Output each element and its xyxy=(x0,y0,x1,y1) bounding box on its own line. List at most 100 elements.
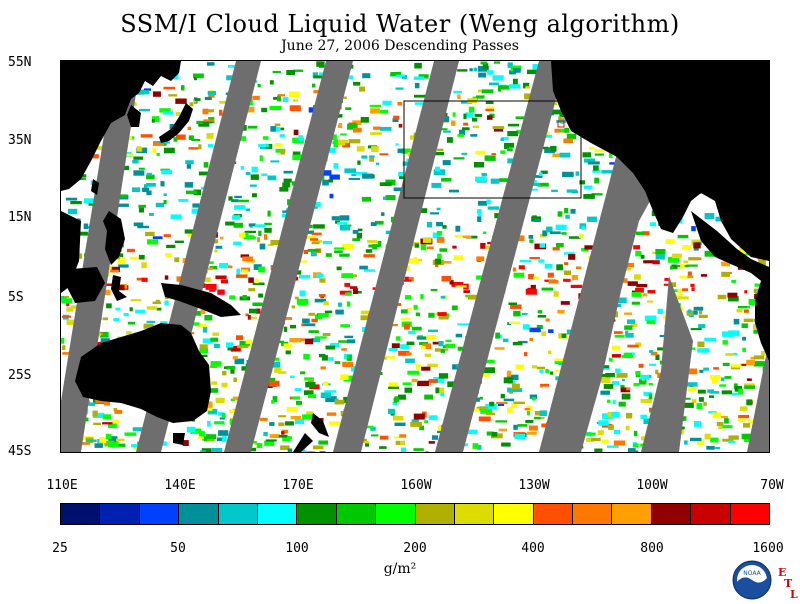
cloud-pixel xyxy=(405,388,413,393)
cloud-pixel xyxy=(340,324,350,327)
cloud-pixel xyxy=(474,68,477,71)
cloud-pixel xyxy=(529,239,533,243)
cloud-pixel xyxy=(437,254,441,259)
cloud-pixel xyxy=(84,224,89,230)
cloud-pixel xyxy=(408,331,415,334)
cloud-pixel xyxy=(133,170,144,175)
cloud-pixel xyxy=(284,179,292,183)
cloud-pixel xyxy=(543,147,549,149)
cloud-pixel xyxy=(137,146,142,151)
cloud-pixel xyxy=(110,270,120,273)
cloud-pixel xyxy=(482,89,494,93)
cloud-pixel xyxy=(414,76,424,80)
cloud-pixel xyxy=(722,331,733,337)
cloud-pixel xyxy=(556,264,563,270)
cloud-pixel xyxy=(194,77,197,80)
cloud-pixel xyxy=(284,171,293,174)
cloud-pixel xyxy=(478,73,486,78)
cloud-pixel xyxy=(722,390,732,394)
cloud-pixel xyxy=(146,183,156,187)
cloud-pixel xyxy=(532,365,537,368)
cloud-pixel xyxy=(394,436,400,438)
cloud-pixel xyxy=(484,367,495,373)
cloud-pixel xyxy=(507,371,511,377)
cloud-pixel xyxy=(290,376,295,378)
cloud-pixel xyxy=(435,259,441,265)
cloud-pixel xyxy=(302,319,310,324)
cloud-pixel xyxy=(370,108,380,113)
cloud-pixel xyxy=(649,364,656,366)
cloud-pixel xyxy=(292,396,300,399)
cloud-pixel xyxy=(371,222,377,226)
cloud-pixel xyxy=(187,427,196,433)
cloud-pixel xyxy=(513,268,516,272)
cloud-pixel xyxy=(619,402,626,407)
cloud-pixel xyxy=(699,370,703,373)
cloud-pixel xyxy=(567,189,577,192)
cloud-pixel xyxy=(313,446,324,450)
cloud-pixel xyxy=(405,359,415,364)
cloud-pixel xyxy=(684,440,688,444)
cloud-pixel xyxy=(525,86,530,88)
cloud-pixel xyxy=(746,399,752,405)
cloud-pixel xyxy=(145,232,155,236)
cloud-pixel xyxy=(398,395,406,400)
cloud-pixel xyxy=(503,339,509,343)
cloud-pixel xyxy=(287,436,292,439)
cloud-pixel xyxy=(437,149,443,151)
cloud-pixel xyxy=(475,114,483,117)
cloud-pixel xyxy=(633,443,639,447)
cloud-pixel xyxy=(406,352,412,355)
colorbar-swatch xyxy=(534,504,573,524)
cloud-pixel xyxy=(452,306,458,311)
cloud-pixel xyxy=(325,311,332,314)
cloud-pixel xyxy=(494,129,503,132)
cloud-pixel xyxy=(381,212,385,216)
cloud-pixel xyxy=(744,385,755,389)
map-title: SSM/I Cloud Liquid Water (Weng algorithm… xyxy=(0,10,800,38)
cloud-pixel xyxy=(746,360,755,366)
cloud-pixel xyxy=(504,399,515,402)
cloud-pixel xyxy=(548,329,553,333)
cloud-pixel xyxy=(164,148,175,154)
cloud-pixel xyxy=(153,302,162,305)
cloud-pixel xyxy=(530,328,541,333)
cloud-pixel xyxy=(296,401,302,405)
cloud-pixel xyxy=(339,123,343,128)
cloud-pixel xyxy=(465,112,473,117)
cloud-pixel xyxy=(292,305,295,308)
cloud-pixel xyxy=(639,364,644,368)
cloud-pixel xyxy=(270,106,282,110)
cloud-pixel xyxy=(209,290,215,292)
cloud-pixel xyxy=(125,432,137,436)
cloud-pixel xyxy=(347,339,355,343)
etl-letter-l: L xyxy=(790,588,798,601)
cloud-pixel xyxy=(532,397,536,400)
cloud-pixel xyxy=(664,278,668,281)
cloud-pixel xyxy=(318,441,328,445)
cloud-pixel xyxy=(198,144,201,149)
cloud-pixel xyxy=(645,316,657,322)
cloud-pixel xyxy=(349,178,360,180)
noaa-logo: NOAA xyxy=(732,560,772,600)
cloud-pixel xyxy=(742,348,746,352)
cloud-pixel xyxy=(492,432,498,437)
cloud-pixel xyxy=(364,269,375,272)
cloud-pixel xyxy=(407,371,419,375)
cloud-pixel xyxy=(723,363,730,366)
cloud-pixel xyxy=(636,232,644,235)
cloud-pixel xyxy=(166,245,175,248)
cloud-pixel xyxy=(453,112,456,117)
cloud-pixel xyxy=(561,232,566,235)
cloud-pixel xyxy=(688,257,698,260)
cloud-pixel xyxy=(139,208,144,213)
cloud-pixel xyxy=(613,400,616,405)
cloud-pixel xyxy=(540,384,549,387)
cloud-pixel xyxy=(305,382,315,388)
cloud-pixel xyxy=(278,415,286,417)
cloud-pixel xyxy=(441,128,447,130)
cloud-pixel xyxy=(261,108,267,112)
cloud-pixel xyxy=(731,364,741,367)
cloud-pixel xyxy=(219,263,228,268)
cloud-pixel xyxy=(234,196,242,198)
